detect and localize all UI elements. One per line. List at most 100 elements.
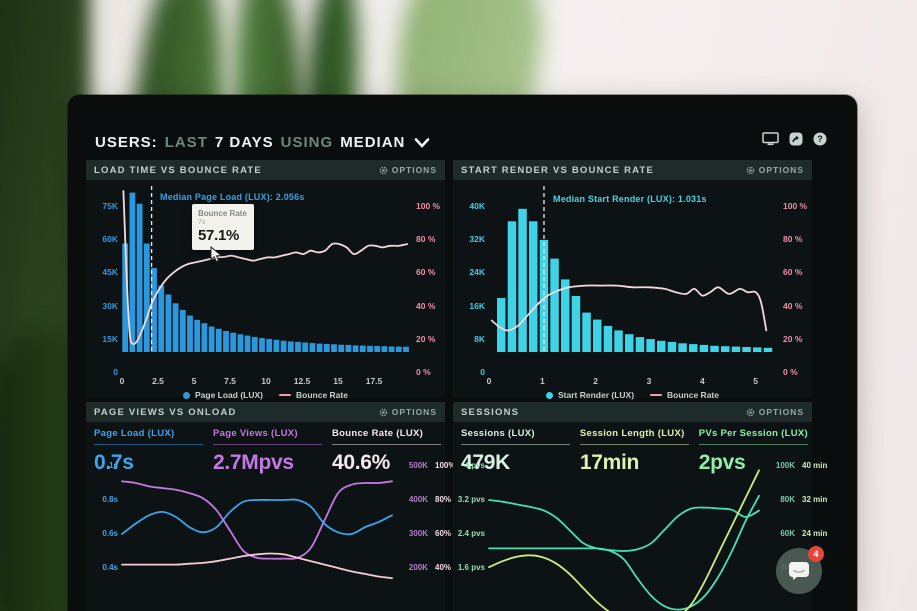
panel-start-render-vs-bounce-rate: START RENDER VS BOUNCE RATE OPTIONS 40K 3… bbox=[453, 160, 812, 400]
chevron-down-icon[interactable] bbox=[414, 138, 430, 148]
y-tick-label: 100% bbox=[435, 461, 456, 470]
y-tick-label: 75K bbox=[102, 201, 118, 211]
bar bbox=[251, 336, 258, 352]
x-tick-label: 5 bbox=[753, 376, 759, 386]
metric-label: Bounce Rate (LUX) bbox=[332, 428, 424, 439]
bounce-rate-line bbox=[490, 284, 768, 332]
y-tick-label: 16K bbox=[469, 300, 485, 311]
options-button[interactable]: OPTIONS bbox=[379, 407, 437, 417]
y-axis-left: 1s 0.8s 0.6s 0.4s bbox=[88, 461, 118, 573]
bar bbox=[201, 323, 208, 352]
metric-row: Sessions (LUX) 479K Session Length (LUX) 17… bbox=[461, 428, 808, 475]
options-button[interactable]: OPTIONS bbox=[746, 407, 804, 417]
bar bbox=[223, 331, 229, 352]
bar bbox=[603, 325, 613, 352]
bar bbox=[710, 345, 719, 352]
y-tick-label: 20 % bbox=[416, 333, 436, 344]
bar bbox=[550, 258, 559, 352]
bar bbox=[667, 342, 677, 352]
bar bbox=[316, 343, 323, 352]
start-render-chart[interactable] bbox=[453, 180, 812, 397]
display-icon[interactable] bbox=[762, 132, 779, 146]
bar bbox=[352, 345, 359, 352]
x-tick-label: 2 bbox=[593, 376, 599, 386]
metric: Sessions (LUX) 479K bbox=[461, 428, 570, 475]
x-axis: 0 2.5 5 7.5 10 12.5 15 17.5 bbox=[120, 376, 410, 386]
title-segment: USERS: bbox=[95, 133, 158, 151]
y-tick-label: 0.4s bbox=[102, 563, 118, 572]
y-tick-label: 30K bbox=[102, 300, 118, 311]
y-tick-label: 32 min bbox=[802, 495, 828, 504]
y-tick-label: 60K bbox=[780, 529, 795, 538]
y-tick-label: 40 min bbox=[802, 461, 828, 470]
y-tick-label: 60 % bbox=[416, 267, 436, 278]
y-tick-label: 24 min bbox=[802, 529, 828, 538]
metric-underline bbox=[579, 444, 689, 445]
y-tick-label: 80 % bbox=[783, 234, 803, 245]
legend-item: Page Load (LUX) bbox=[183, 390, 263, 400]
y-tick-label: 1s bbox=[109, 461, 118, 470]
bar bbox=[678, 343, 687, 352]
bar bbox=[158, 285, 165, 352]
y-axis-right: 500K 100% 400K 80% 300K 60% 200K 40% bbox=[398, 461, 471, 573]
bar bbox=[646, 339, 655, 352]
onload-line-chart[interactable] bbox=[86, 462, 445, 611]
y-tick-label: 0 % bbox=[416, 366, 431, 377]
sessions-line-chart[interactable] bbox=[453, 462, 812, 611]
metric-label: Sessions (LUX) bbox=[461, 428, 535, 439]
metric-underline bbox=[461, 444, 570, 445]
y-tick-label: 40 % bbox=[416, 300, 436, 311]
metric-label: Page Load (LUX) bbox=[94, 428, 175, 439]
y-tick-label: 45K bbox=[102, 267, 118, 278]
svg-text:?: ? bbox=[817, 134, 823, 144]
y-tick-row: 400K 80% bbox=[398, 495, 471, 505]
options-button[interactable]: OPTIONS bbox=[746, 165, 804, 175]
share-icon[interactable] bbox=[789, 132, 803, 146]
notification-badge: 4 bbox=[808, 546, 824, 562]
load-time-chart[interactable] bbox=[86, 180, 445, 397]
chart-legend: Start Render (LUX) Bounce Rate bbox=[453, 390, 812, 400]
bar bbox=[367, 345, 373, 352]
y-tick-label: 40 % bbox=[783, 300, 803, 311]
bar bbox=[359, 345, 366, 352]
y-tick-label: 0.8s bbox=[102, 495, 118, 504]
tooltip-value: 57.1% bbox=[198, 227, 240, 244]
bar bbox=[635, 337, 645, 352]
dashboard-title[interactable]: USERS: LAST 7 DAYS USING MEDIAN bbox=[95, 130, 430, 154]
y-tick-label: 15K bbox=[102, 333, 118, 344]
bar bbox=[395, 346, 402, 352]
x-tick-label: 3 bbox=[646, 376, 652, 386]
bar bbox=[172, 303, 179, 352]
title-segment: USING bbox=[280, 133, 334, 151]
metric: Bounce Rate (LUX) 40.6% bbox=[332, 428, 441, 475]
chat-widget-button[interactable]: 4 bbox=[776, 546, 824, 594]
y-tick-label: 40% bbox=[435, 563, 452, 572]
bar bbox=[345, 344, 352, 352]
metric-label: PVs Per Session (LUX) bbox=[698, 428, 808, 439]
series-line bbox=[488, 469, 760, 611]
bar bbox=[230, 332, 237, 352]
help-icon[interactable]: ? bbox=[813, 132, 827, 146]
metric: Page Views (LUX) 2.7Mpvs bbox=[213, 428, 322, 475]
metric: PVs Per Session (LUX) 2pvs bbox=[698, 428, 808, 475]
y-tick-label: 400K bbox=[408, 495, 428, 504]
chat-bubble-icon bbox=[789, 562, 809, 580]
y-axis-left: 40K 32K 24K 16K 8K 0 bbox=[457, 201, 485, 377]
bar bbox=[259, 338, 265, 352]
metric-value: 479K bbox=[461, 451, 511, 474]
y-tick-label: 80 % bbox=[416, 234, 436, 245]
y-tick-label: 0 % bbox=[783, 366, 798, 377]
options-button[interactable]: OPTIONS bbox=[379, 165, 437, 175]
bar bbox=[518, 208, 527, 352]
metric-underline bbox=[698, 444, 808, 445]
bar bbox=[571, 296, 581, 352]
bar bbox=[657, 340, 666, 352]
bar bbox=[309, 343, 316, 352]
median-annotation: Median Start Render (LUX): 1.031s bbox=[553, 194, 707, 204]
panel-sessions: SESSIONS OPTIONS Sessions (LUX) 479K Sessi… bbox=[453, 402, 827, 611]
x-tick-label: 17.5 bbox=[365, 376, 383, 386]
y-tick-label: 4 pvs bbox=[464, 461, 485, 470]
metric-underline bbox=[332, 444, 441, 445]
dashboard-screen: USERS: LAST 7 DAYS USING MEDIAN ? bbox=[83, 110, 843, 611]
